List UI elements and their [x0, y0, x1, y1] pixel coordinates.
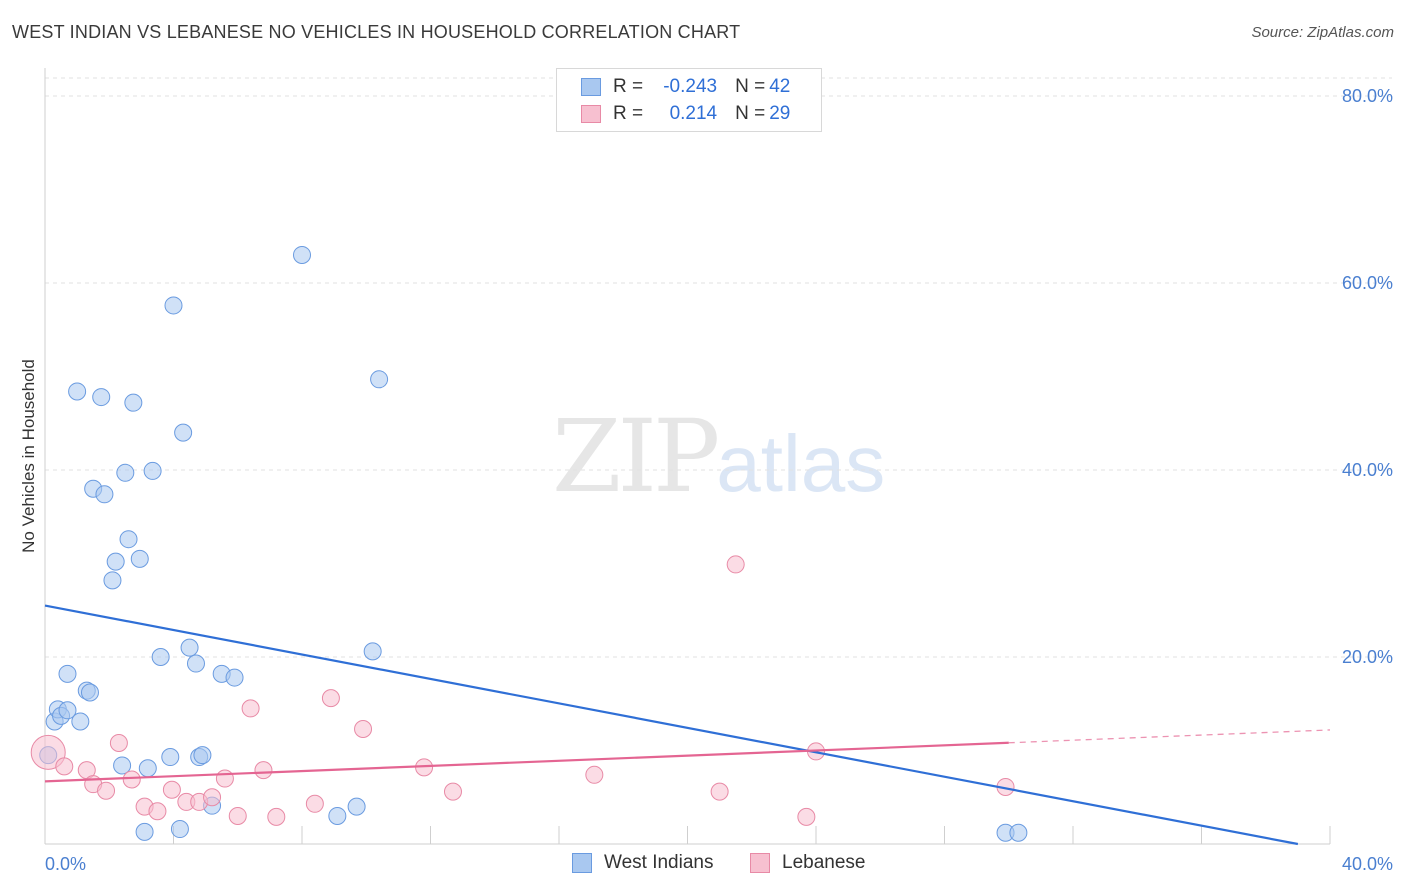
legend-r-label: R =	[613, 103, 644, 124]
west-indians-point	[138, 759, 157, 778]
west-indians-point	[161, 748, 180, 767]
lebanese-point	[109, 734, 128, 753]
legend-n-label: N =	[735, 103, 766, 124]
series-swatch-west-indians	[572, 853, 592, 873]
west-indians-point	[124, 393, 143, 412]
lebanese-point	[354, 719, 373, 738]
lebanese-point	[55, 757, 74, 776]
legend-row-west-indians: R = -0.243 N = 42	[581, 75, 790, 99]
legend-r-label: R =	[613, 76, 644, 97]
x-tick-label: 40.0%	[1342, 854, 1393, 874]
west-indians-point	[68, 382, 87, 401]
trend-line-west-indians	[44, 604, 1299, 846]
west-indians-point	[58, 701, 77, 720]
legend-r-value: -0.243	[663, 76, 718, 97]
zipatlas-watermark: ZIPatlas	[552, 398, 885, 515]
lebanese-point	[305, 794, 324, 813]
legend-n-label: N =	[735, 76, 766, 97]
west-indians-point	[119, 530, 138, 549]
west-indians-point	[103, 571, 122, 590]
west-indians-point	[174, 423, 193, 442]
lebanese-point	[228, 806, 247, 825]
series-legend-west-indians[interactable]: West Indians	[572, 852, 713, 874]
axes	[44, 68, 1331, 845]
series-legend: West Indians Lebanese	[0, 852, 1406, 878]
lebanese-point	[321, 689, 340, 708]
legend-swatch-lebanese	[581, 105, 601, 123]
legend-n-value: 42	[769, 76, 791, 97]
west-indians-point	[347, 797, 366, 816]
west-indians-point	[92, 388, 111, 407]
y-tick-label: 80.0%	[1342, 86, 1393, 106]
y-tick-label: 20.0%	[1342, 647, 1393, 667]
source-label: Source: ZipAtlas.com	[1251, 24, 1394, 41]
west-indians-point	[58, 664, 77, 683]
trend-lines	[44, 604, 1331, 846]
x-tick-label: 0.0%	[45, 854, 86, 874]
west-indians-point	[95, 485, 114, 504]
lebanese-point	[710, 782, 729, 801]
y-axis-label: No Vehicles in Household	[19, 359, 38, 553]
lebanese-point	[122, 770, 141, 789]
lebanese-point	[148, 802, 167, 821]
west-indians-point	[370, 370, 389, 389]
lebanese-point	[585, 765, 604, 784]
series-label-west-indians: West Indians	[604, 852, 714, 873]
lebanese-point	[443, 782, 462, 801]
grid-lines	[45, 77, 1392, 658]
west-indians-point	[80, 683, 99, 702]
lebanese-point	[241, 699, 260, 718]
lebanese-point	[162, 780, 181, 799]
series-legend-lebanese[interactable]: Lebanese	[750, 852, 865, 874]
west-indians-points	[39, 245, 1028, 842]
west-indians-point	[151, 648, 170, 666]
west-indians-point	[130, 549, 149, 568]
west-indians-point	[71, 712, 90, 731]
west-indians-point	[186, 654, 205, 673]
correlation-legend: R = -0.243 N = 42 R = 0.214 N = 29	[556, 68, 822, 132]
series-swatch-lebanese	[750, 853, 770, 873]
legend-r-value: 0.214	[669, 103, 718, 124]
west-indians-point	[363, 642, 382, 661]
watermark-zip: ZIP	[552, 398, 720, 515]
chart-title: WEST INDIAN VS LEBANESE NO VEHICLES IN H…	[12, 22, 741, 42]
west-indians-point	[106, 552, 125, 571]
lebanese-point	[726, 555, 745, 574]
legend-row-lebanese: R = 0.214 N = 29	[581, 102, 790, 126]
west-indians-point	[135, 822, 154, 841]
west-indians-point	[143, 461, 162, 480]
west-indians-point	[225, 668, 244, 687]
west-indians-point	[170, 820, 189, 839]
lebanese-point	[254, 761, 273, 780]
legend-swatch-west-indians	[581, 78, 601, 96]
west-indians-point	[293, 245, 311, 264]
west-indians-point	[180, 638, 199, 657]
lebanese-point	[97, 781, 116, 800]
west-indians-point	[1009, 823, 1028, 842]
tick-labels: 20.0% 40.0% 60.0% 80.0% 0.0% 40.0%	[45, 86, 1393, 874]
lebanese-point	[30, 734, 66, 770]
y-tick-label: 60.0%	[1342, 273, 1393, 293]
watermark-atlas: atlas	[716, 419, 886, 508]
lebanese-point	[267, 807, 286, 826]
lebanese-point	[797, 807, 816, 826]
west-indians-point	[116, 463, 135, 482]
lebanese-point	[203, 788, 222, 807]
west-indians-point	[328, 806, 347, 825]
lebanese-points	[30, 555, 1015, 826]
series-label-lebanese: Lebanese	[782, 852, 866, 873]
legend-n-value: 29	[769, 103, 791, 124]
west-indians-point	[193, 746, 212, 765]
west-indians-point	[164, 296, 183, 315]
lebanese-point	[215, 769, 234, 788]
trend-line-lebanese	[44, 741, 1009, 783]
west-indians-point	[113, 756, 132, 775]
trend-line-extension	[1008, 729, 1331, 744]
y-tick-label: 40.0%	[1342, 460, 1393, 480]
